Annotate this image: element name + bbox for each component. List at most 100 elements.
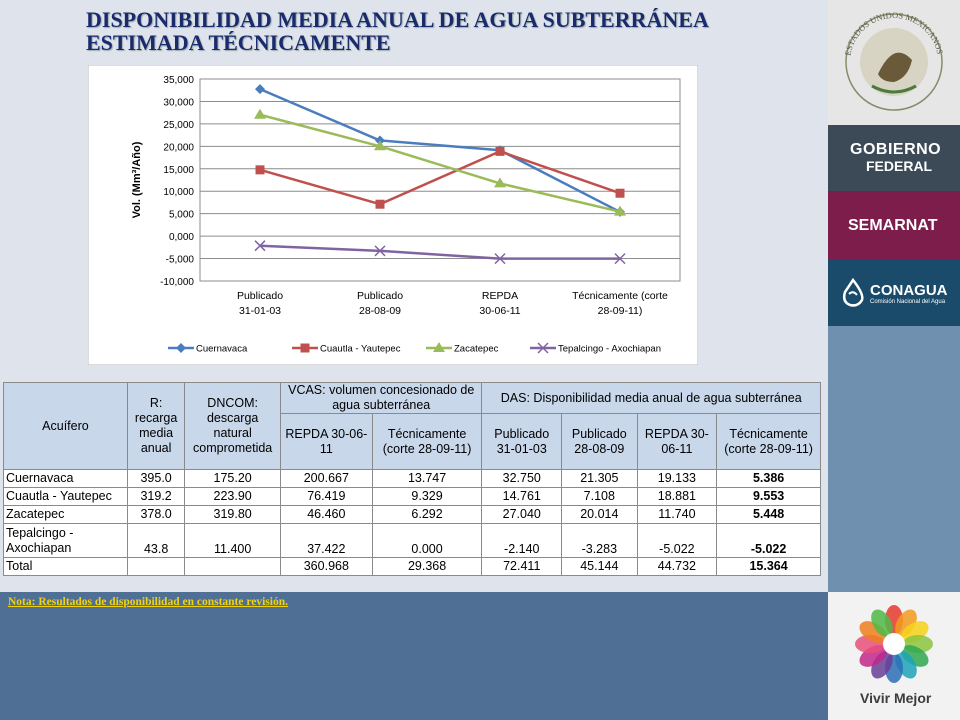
cell-vcas-tec: 13.747 bbox=[371, 469, 483, 488]
page-title: DISPONIBILIDAD MEDIA ANUAL DE AGUA SUBTE… bbox=[86, 8, 806, 54]
conagua-sublabel: Comisión Nacional del Agua bbox=[870, 298, 946, 305]
y-tick-label: 5,000 bbox=[169, 210, 194, 221]
cell-vcas-tec: 9.329 bbox=[371, 487, 483, 506]
series-line bbox=[259, 150, 621, 206]
cell-acuifero: Cuernavaca bbox=[3, 469, 128, 488]
y-tick-label: 35,000 bbox=[163, 75, 194, 86]
y-axis-label: Vol. (Mm³/Año) bbox=[131, 141, 143, 218]
cell-vcas-repda: 46.460 bbox=[280, 505, 373, 524]
data-point bbox=[254, 108, 266, 119]
cell-vcas-tec: 6.292 bbox=[371, 505, 483, 524]
subheader-das-tecnicamente: Técnicamente (corte 28-09-11) bbox=[716, 413, 821, 470]
data-point bbox=[494, 253, 506, 265]
chart-svg: -10,000 -5,000 0,000 5,000 10,000 15,000 20,00… bbox=[87, 64, 699, 366]
cell-das-2003: -2.140 bbox=[481, 523, 563, 558]
cell-das-2009: 20.014 bbox=[561, 505, 638, 524]
data-point bbox=[254, 240, 266, 252]
header-das: DAS: Disponibilidad media anual de agua … bbox=[481, 382, 821, 414]
legend-label: Tepalcingo - Axochiapan bbox=[558, 344, 661, 355]
y-tick-label: -10,000 bbox=[160, 277, 194, 288]
vivir-mejor-flower-icon bbox=[855, 605, 933, 683]
cell-dncom: 11.400 bbox=[184, 523, 281, 558]
x-tick-label: 31-01-03 bbox=[239, 305, 281, 317]
header-recarga: R: recarga media anual bbox=[126, 382, 186, 470]
cell-das-repda: 11.740 bbox=[636, 505, 718, 524]
cell-total-vcas-tec: 29.368 bbox=[371, 557, 483, 576]
gobierno-line1: GOBIERNO bbox=[850, 141, 942, 158]
legend-marker bbox=[537, 342, 549, 354]
cell-empty bbox=[184, 557, 281, 576]
data-point bbox=[374, 245, 386, 257]
conagua-label: CONAGUA bbox=[870, 281, 948, 299]
subheader-das-publicado-2003: Publicado 31-01-03 bbox=[481, 413, 563, 470]
data-point bbox=[615, 188, 625, 198]
cell-r: 319.2 bbox=[126, 487, 186, 506]
data-point bbox=[255, 84, 265, 95]
water-drop-icon bbox=[842, 278, 864, 307]
cell-das-tec: 5.448 bbox=[716, 505, 821, 524]
subheader-vcas-repda: REPDA 30-06-11 bbox=[280, 413, 373, 470]
y-tick-label: 0,000 bbox=[169, 232, 194, 243]
x-tick-label: Publicado bbox=[357, 290, 403, 302]
x-tick-label: 28-09-11) bbox=[598, 305, 643, 317]
national-seal: ESTADOS UNIDOS MEXICANOS bbox=[828, 0, 960, 125]
subheader-vcas-tecnicamente: Técnicamente (corte 28-09-11) bbox=[371, 413, 483, 470]
table-row-total: Total 360.968 29.368 72.411 45.144 44.73… bbox=[3, 557, 821, 576]
cell-r: 395.0 bbox=[126, 469, 186, 488]
cell-dncom: 175.20 bbox=[184, 469, 281, 488]
x-tick-label: Publicado bbox=[237, 290, 283, 302]
cell-das-repda: 18.881 bbox=[636, 487, 718, 506]
semarnat-label: SEMARNAT bbox=[848, 217, 938, 234]
cell-acuifero: Zacatepec bbox=[3, 505, 128, 524]
data-point bbox=[495, 146, 505, 156]
y-tick-label: 15,000 bbox=[163, 165, 194, 176]
flower-petal bbox=[871, 609, 893, 637]
cell-dncom: 319.80 bbox=[184, 505, 281, 524]
cell-total-das-repda: 44.732 bbox=[636, 557, 718, 576]
eagle-icon bbox=[878, 52, 912, 82]
legend-marker bbox=[433, 342, 445, 352]
semarnat-logo: SEMARNAT bbox=[828, 191, 960, 260]
y-tick-label: 20,000 bbox=[163, 142, 194, 153]
x-tick-label: 28-08-09 bbox=[359, 305, 401, 317]
legend-label: Cuautla - Yautepec bbox=[320, 344, 401, 355]
cell-das-tec: -5.022 bbox=[716, 523, 821, 558]
series-line bbox=[259, 113, 621, 213]
subheader-das-publicado-2009: Publicado 28-08-09 bbox=[561, 413, 638, 470]
cell-total-das-2009: 45.144 bbox=[561, 557, 638, 576]
data-point bbox=[255, 165, 265, 175]
data-point bbox=[494, 177, 506, 188]
y-tick-label: -5,000 bbox=[166, 255, 195, 266]
x-tick-label: Técnicamente (corte bbox=[572, 290, 668, 302]
cell-total-vcas-repda: 360.968 bbox=[280, 557, 373, 576]
cell-das-repda: -5.022 bbox=[636, 523, 718, 558]
cell-vcas-repda: 76.419 bbox=[280, 487, 373, 506]
cell-das-2009: 7.108 bbox=[561, 487, 638, 506]
cell-empty bbox=[126, 557, 186, 576]
title-line1: DISPONIBILIDAD MEDIA ANUAL DE AGUA SUBTE… bbox=[86, 7, 709, 32]
data-point bbox=[374, 140, 386, 151]
x-tick-label: REPDA bbox=[482, 290, 518, 302]
subheader-das-repda: REPDA 30-06-11 bbox=[636, 413, 718, 470]
table-row: Zacatepec 378.0 319.80 46.460 6.292 27.0… bbox=[3, 505, 821, 524]
flower-center bbox=[883, 633, 905, 655]
legend-label: Cuernavaca bbox=[196, 344, 248, 355]
cell-vcas-repda: 200.667 bbox=[280, 469, 373, 488]
plot-area bbox=[199, 78, 681, 282]
cell-das-tec: 9.553 bbox=[716, 487, 821, 506]
cell-das-2003: 27.040 bbox=[481, 505, 563, 524]
y-tick-label: 30,000 bbox=[163, 97, 194, 108]
cell-acuifero: Cuautla - Yautepec bbox=[3, 487, 128, 506]
cell-total-label: Total bbox=[3, 557, 128, 576]
table-row: Tepalcingo - Axochiapan 43.8 11.400 37.4… bbox=[3, 523, 821, 558]
data-point bbox=[375, 199, 385, 209]
cell-acuifero: Tepalcingo - Axochiapan bbox=[3, 523, 128, 558]
cell-das-tec: 5.386 bbox=[716, 469, 821, 488]
data-table: Acuífero R: recarga media anual DNCOM: d… bbox=[3, 382, 821, 576]
vivir-mejor-label: Vivir Mejor bbox=[860, 690, 932, 706]
cell-das-repda: 19.133 bbox=[636, 469, 718, 488]
cell-vcas-repda: 37.422 bbox=[280, 523, 373, 558]
cell-total-das-tec: 15.364 bbox=[716, 557, 821, 576]
table-row: Cuautla - Yautepec 319.2 223.90 76.419 9… bbox=[3, 487, 821, 506]
header-vcas: VCAS: volumen concesionado de agua subte… bbox=[279, 382, 483, 414]
